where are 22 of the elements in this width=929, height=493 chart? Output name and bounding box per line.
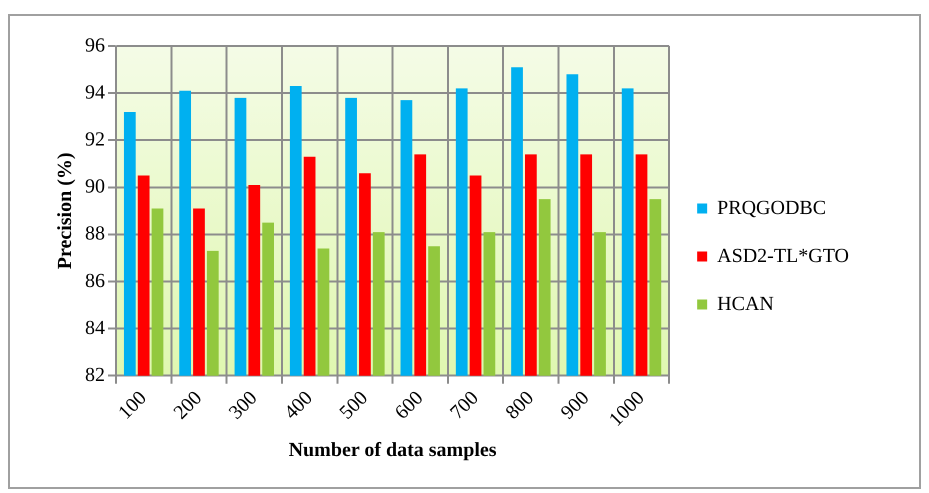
y-tick-label: 88	[85, 222, 105, 245]
y-tick-label: 94	[85, 81, 105, 104]
x-tick-label: 100	[114, 386, 151, 424]
x-axis-title: Number of data samples	[288, 439, 497, 462]
legend-label: HCAN	[717, 292, 774, 315]
x-tick-label: 300	[224, 386, 262, 424]
x-tick-label: 600	[390, 386, 428, 424]
y-tick-label: 96	[85, 34, 105, 56]
y-axis-title: Precision (%)	[54, 152, 76, 270]
x-tick-label: 700	[446, 386, 483, 424]
x-tick-label: 400	[280, 386, 317, 424]
y-tick-label: 92	[85, 128, 105, 150]
y-tick-label: 84	[85, 316, 105, 339]
x-tick-label: 500	[335, 386, 372, 424]
legend-label: PRQGODBC	[717, 196, 826, 219]
x-tick-label: 800	[501, 386, 538, 424]
x-tick-label: 200	[169, 386, 206, 424]
y-tick-label: 86	[85, 270, 105, 292]
y-tick-label: 82	[85, 364, 105, 386]
x-tick-label: 900	[556, 386, 594, 424]
y-tick-label: 90	[85, 176, 105, 198]
legend-label: ASD2-TL*GTO	[717, 244, 850, 267]
